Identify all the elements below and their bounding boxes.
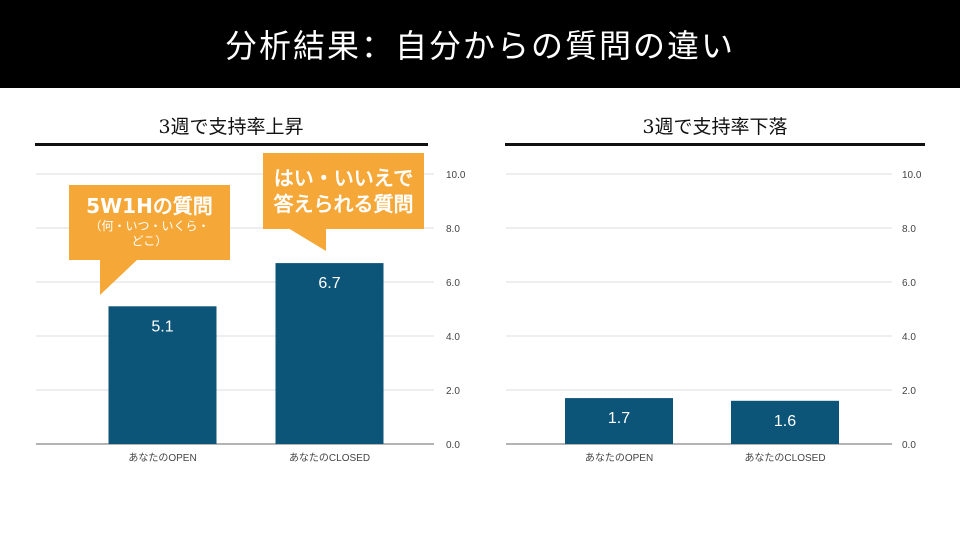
bar-chart-left: 0.0 2.0 4.0 6.0 8.0 10.0 5.1 あなたのOPEN 6.7 あなたのCLO… — [36, 170, 466, 464]
y-tick-label: 10.0 — [446, 170, 466, 181]
category-label: あなたのOPEN — [585, 452, 653, 464]
callout-open-sub-1: （何・いつ・いくら・ — [89, 219, 210, 233]
bar-closed — [275, 263, 384, 444]
data-label: 5.1 — [151, 318, 173, 335]
header-bar: 分析結果：自分からの質問の違い — [0, 0, 960, 88]
chart-title-left: 3週で支持率上昇 — [158, 116, 304, 138]
y-tick-label: 10.0 — [902, 170, 922, 181]
bar-chart-right: 0.0 2.0 4.0 6.0 8.0 10.0 1.7 あなたのOPEN 1.6 あなたのCLO… — [506, 170, 922, 464]
data-label: 1.6 — [774, 413, 796, 430]
category-label: あなたのOPEN — [128, 452, 196, 464]
chart-title-right: 3週で支持率下落 — [642, 116, 788, 138]
page-title: 分析結果：自分からの質問の違い — [224, 27, 735, 65]
callout-open-sub-2: どこ） — [131, 234, 168, 248]
callout-open-pointer — [100, 259, 138, 295]
callout-open-main: 5W1Hの質問 — [86, 194, 213, 218]
y-tick-label: 6.0 — [902, 278, 916, 289]
title-rule-right — [505, 143, 925, 146]
y-tick-label: 8.0 — [902, 224, 916, 235]
bar-closed — [731, 400, 839, 444]
data-label: 6.7 — [318, 275, 340, 292]
y-tick-label: 4.0 — [902, 332, 916, 343]
y-tick-label: 2.0 — [446, 386, 460, 397]
callout-closed-line-2: 答えられる質問 — [273, 192, 414, 216]
bar-open — [108, 306, 217, 444]
data-label: 1.7 — [608, 410, 630, 427]
callout-open: 5W1Hの質問 （何・いつ・いくら・ どこ） — [69, 185, 230, 260]
category-label: あなたのCLOSED — [744, 452, 825, 464]
y-tick-label: 2.0 — [902, 386, 916, 397]
title-rule-left — [35, 143, 428, 146]
callout-closed-pointer — [288, 228, 326, 251]
callout-closed-line-1: はい・いいえで — [273, 166, 414, 190]
y-tick-label: 0.0 — [446, 440, 460, 451]
y-tick-label: 4.0 — [446, 332, 460, 343]
callout-closed: はい・いいえで 答えられる質問 — [263, 153, 424, 229]
y-tick-label: 6.0 — [446, 278, 460, 289]
category-label: あなたのCLOSED — [289, 452, 370, 464]
bar-open — [565, 398, 673, 444]
y-tick-label: 0.0 — [902, 440, 916, 451]
y-tick-label: 8.0 — [446, 224, 460, 235]
